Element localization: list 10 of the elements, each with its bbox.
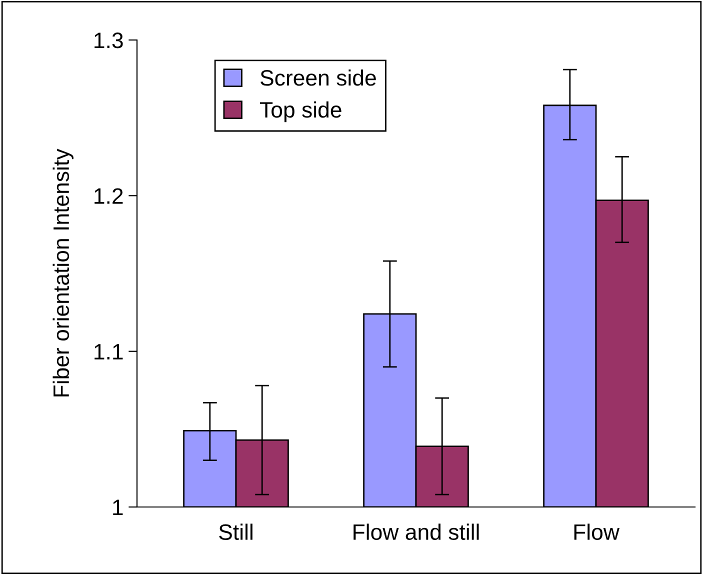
y-axis-title: Fiber orientation Intensity	[52, 148, 74, 396]
x-tick-label: Flow and still	[354, 524, 479, 540]
legend-label: Top side	[260, 101, 342, 122]
x-tick-label: Flow	[574, 524, 620, 540]
y-tick-label: 1.3	[94, 32, 123, 48]
y-tick-label: 1	[113, 500, 123, 516]
x-tick-label: Still	[219, 524, 252, 540]
y-tick-label: 1.2	[94, 188, 123, 204]
legend-label: Screen side	[260, 69, 376, 86]
y-tick-label: 1.1	[94, 344, 123, 360]
